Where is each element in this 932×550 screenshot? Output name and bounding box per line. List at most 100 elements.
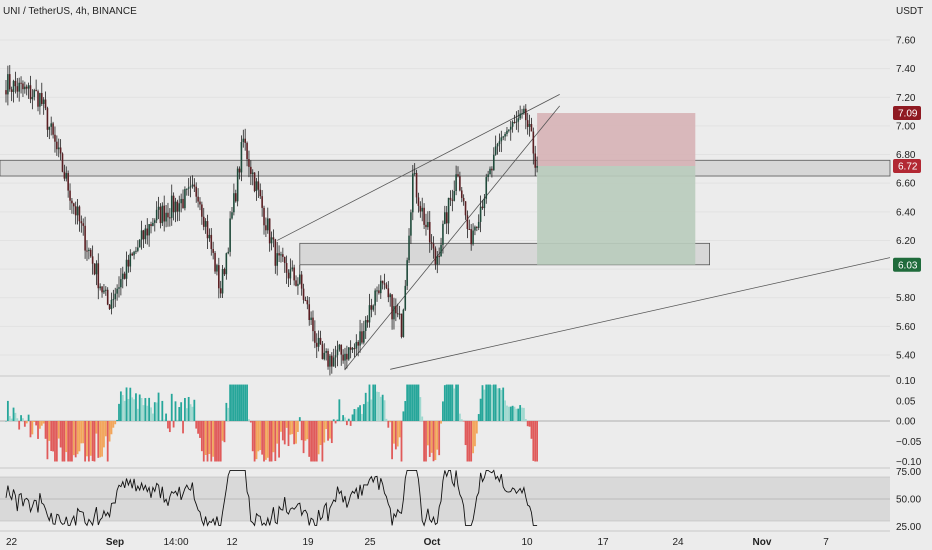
candle-body[interactable] <box>319 337 322 345</box>
candle-body[interactable] <box>432 243 435 249</box>
candle-body[interactable] <box>282 254 284 257</box>
candle-body[interactable] <box>274 239 277 266</box>
candle-body[interactable] <box>462 197 465 202</box>
candle-body[interactable] <box>204 221 207 227</box>
candle-body[interactable] <box>285 263 288 273</box>
candle-body[interactable] <box>82 223 85 226</box>
candle-body[interactable] <box>353 348 356 350</box>
candle-body[interactable] <box>46 108 49 130</box>
candle-body[interactable] <box>521 113 523 115</box>
candle-body[interactable] <box>477 221 480 228</box>
candle-body[interactable] <box>95 263 98 275</box>
candle-body[interactable] <box>238 168 241 173</box>
candle-body[interactable] <box>31 96 34 100</box>
position-stop-zone[interactable] <box>537 113 696 166</box>
candle-body[interactable] <box>402 309 405 337</box>
candle-body[interactable] <box>485 177 488 199</box>
candle-body[interactable] <box>445 212 448 224</box>
candle-body[interactable] <box>191 184 194 187</box>
candle-body[interactable] <box>419 205 422 212</box>
candle-body[interactable] <box>14 80 17 87</box>
candle-body[interactable] <box>61 153 64 172</box>
candle-body[interactable] <box>195 186 198 197</box>
candle-body[interactable] <box>257 181 260 190</box>
candle-body[interactable] <box>197 196 199 202</box>
candle-body[interactable] <box>123 273 126 279</box>
candle-body[interactable] <box>116 288 118 294</box>
candle-body[interactable] <box>325 350 327 353</box>
candle-body[interactable] <box>91 256 94 264</box>
candle-body[interactable] <box>483 198 486 209</box>
candle-body[interactable] <box>57 147 60 150</box>
candle-body[interactable] <box>73 203 75 207</box>
candle-body[interactable] <box>80 221 83 224</box>
candle-body[interactable] <box>361 331 363 343</box>
candle-body[interactable] <box>22 83 24 90</box>
candle-body[interactable] <box>229 218 231 252</box>
candle-body[interactable] <box>374 290 376 306</box>
candle-body[interactable] <box>56 141 58 150</box>
candle-body[interactable] <box>150 224 152 226</box>
candle-body[interactable] <box>492 154 495 171</box>
candle-body[interactable] <box>417 197 420 206</box>
macd-pane[interactable] <box>0 384 890 462</box>
candle-body[interactable] <box>425 224 427 228</box>
candle-body[interactable] <box>381 280 384 284</box>
candle-body[interactable] <box>372 305 375 310</box>
candle-body[interactable] <box>110 299 113 309</box>
candle-body[interactable] <box>186 188 188 190</box>
candle-body[interactable] <box>272 237 275 240</box>
candle-body[interactable] <box>299 274 301 284</box>
candle-body[interactable] <box>421 207 424 212</box>
candle-body[interactable] <box>25 86 28 89</box>
candle-body[interactable] <box>131 253 133 256</box>
candle-body[interactable] <box>423 207 425 225</box>
candle-body[interactable] <box>251 172 254 174</box>
candle-body[interactable] <box>180 198 182 204</box>
candle-body[interactable] <box>470 229 472 245</box>
candle-body[interactable] <box>280 254 282 256</box>
candle-body[interactable] <box>336 349 339 356</box>
candle-body[interactable] <box>10 89 13 92</box>
candle-body[interactable] <box>287 272 290 279</box>
candle-body[interactable] <box>233 193 235 213</box>
candle-body[interactable] <box>161 205 164 224</box>
candle-body[interactable] <box>42 99 45 104</box>
candle-body[interactable] <box>59 147 62 154</box>
candle-body[interactable] <box>349 347 352 350</box>
candle-body[interactable] <box>519 113 521 119</box>
candle-body[interactable] <box>255 181 258 192</box>
candle-body[interactable] <box>395 306 397 314</box>
candle-body[interactable] <box>528 124 531 127</box>
price-axis[interactable]: 5.40 5.60 5.80 6.20 6.40 6.60 6.80 7.00 7.20 7.40… <box>893 36 921 362</box>
candle-body[interactable] <box>460 190 463 198</box>
candle-body[interactable] <box>135 250 137 252</box>
candle-body[interactable] <box>8 74 11 90</box>
candle-body[interactable] <box>152 222 154 226</box>
candle-body[interactable] <box>400 313 403 337</box>
candle-body[interactable] <box>99 286 101 289</box>
candle-body[interactable] <box>67 173 69 191</box>
candle-body[interactable] <box>321 344 324 360</box>
candle-body[interactable] <box>176 201 179 212</box>
candle-body[interactable] <box>500 137 503 142</box>
trendline[interactable] <box>390 257 891 370</box>
price-badge[interactable] <box>893 106 921 121</box>
candle-body[interactable] <box>453 191 456 201</box>
candle-body[interactable] <box>276 253 278 266</box>
candle-body[interactable] <box>86 250 88 252</box>
candle-body[interactable] <box>40 93 43 104</box>
candle-body[interactable] <box>189 186 192 188</box>
candle-body[interactable] <box>35 90 37 92</box>
candle-body[interactable] <box>118 287 120 289</box>
price-pane[interactable] <box>0 39 891 376</box>
candle-body[interactable] <box>474 226 476 231</box>
candle-body[interactable] <box>7 74 9 95</box>
candle-body[interactable] <box>52 123 54 135</box>
candle-body[interactable] <box>201 204 203 217</box>
candle-body[interactable] <box>172 195 175 213</box>
candle-body[interactable] <box>167 212 169 218</box>
price-badge[interactable] <box>893 257 921 272</box>
candle-body[interactable] <box>219 288 222 294</box>
